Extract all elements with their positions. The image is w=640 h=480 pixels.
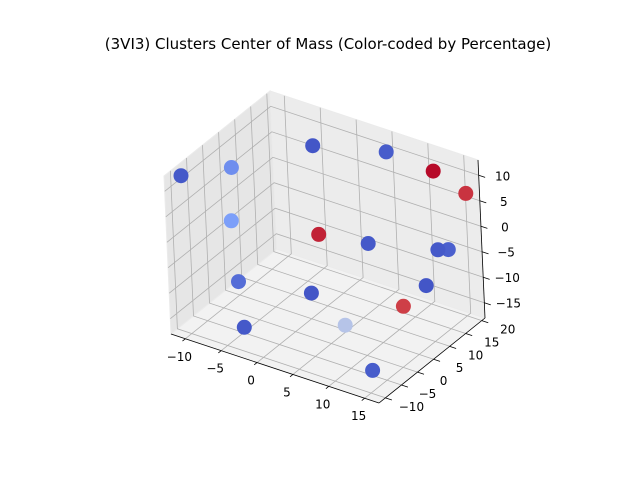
scatter-point xyxy=(378,144,394,160)
x-tick-mark xyxy=(182,338,186,342)
x-tick-label: −10 xyxy=(167,350,192,364)
scatter-point xyxy=(458,185,474,201)
x-axis-line xyxy=(170,333,380,404)
scatter-point xyxy=(430,242,446,258)
x-gridline xyxy=(292,131,400,375)
scatter-point xyxy=(223,160,239,175)
y-tick-label: −10 xyxy=(399,400,424,414)
scatter-point xyxy=(231,274,246,290)
scatter-point xyxy=(418,278,434,294)
z-gridline xyxy=(168,207,484,294)
scatter-point xyxy=(395,298,411,314)
z-gridline xyxy=(167,182,483,269)
z-tick-label: 5 xyxy=(500,195,508,209)
chart-title: (3VI3) Clusters Center of Mass (Color-co… xyxy=(105,35,551,53)
scatter-point xyxy=(365,362,381,378)
x-tick-label: −5 xyxy=(206,362,224,376)
x-tick-label: 5 xyxy=(283,385,291,399)
x-gridline xyxy=(256,119,364,363)
z-tick-label: −15 xyxy=(496,297,521,311)
y-tick-label: 20 xyxy=(500,323,515,337)
y-tick-mark xyxy=(433,358,441,362)
z-tick-label: −5 xyxy=(497,246,515,260)
scatter-point xyxy=(337,317,353,333)
scatter-point xyxy=(303,285,319,301)
x-tick-mark xyxy=(361,397,365,401)
y-tick-label: 5 xyxy=(456,361,464,375)
y-tick-label: 0 xyxy=(440,374,448,388)
x-gridline xyxy=(220,107,328,352)
z-gridline xyxy=(170,233,485,320)
z-tick-mark xyxy=(484,302,491,306)
scatter-point xyxy=(360,236,376,251)
x-tick-label: 15 xyxy=(351,409,366,423)
x-tick-mark xyxy=(289,374,294,378)
y-tick-mark xyxy=(401,384,409,388)
y-gridline xyxy=(202,145,418,373)
y-tick-label: 10 xyxy=(468,348,483,362)
z-tick-mark xyxy=(481,251,489,255)
x-gridline xyxy=(328,143,436,387)
z-tick-label: −10 xyxy=(495,271,520,285)
scatter-point xyxy=(236,319,252,335)
scatter-point xyxy=(223,213,239,229)
z-tick-mark xyxy=(478,174,486,178)
z-tick-mark xyxy=(483,276,490,280)
z-tick-label: 10 xyxy=(495,169,510,183)
y-tick-mark xyxy=(481,320,489,324)
x-tick-mark xyxy=(325,386,330,389)
z-tick-mark xyxy=(480,225,488,229)
z-gridline xyxy=(166,156,482,243)
scatter-point xyxy=(311,226,327,242)
y-tick-label: 15 xyxy=(484,335,499,349)
scatter-point xyxy=(305,138,321,154)
x-tick-mark xyxy=(218,350,222,354)
y-gridline xyxy=(186,157,402,386)
y-gridline xyxy=(170,170,386,399)
x-tick-label: 10 xyxy=(315,397,330,411)
z-tick-mark xyxy=(479,200,487,204)
y-tick-mark xyxy=(449,345,457,349)
scatter-point xyxy=(425,163,441,179)
y-tick-mark xyxy=(465,333,473,336)
z-axis-line xyxy=(477,159,486,319)
y-tick-label: −5 xyxy=(419,387,437,401)
x-tick-label: 0 xyxy=(247,374,255,388)
z-tick-label: 0 xyxy=(501,220,509,234)
z-gridline xyxy=(165,131,480,218)
y-gridline xyxy=(250,106,466,334)
x-gridline xyxy=(185,95,292,340)
y-tick-mark xyxy=(385,397,393,401)
z-gridline xyxy=(164,105,479,192)
x-gridline xyxy=(364,155,472,399)
x-tick-mark xyxy=(253,362,258,366)
scatter-point xyxy=(440,242,456,258)
point-group xyxy=(173,138,474,378)
y-gridline xyxy=(266,93,482,321)
scatter-point xyxy=(173,168,189,184)
axis-group xyxy=(170,159,491,404)
y-tick-mark xyxy=(417,371,425,375)
y-gridline xyxy=(218,132,434,360)
y-axis-line xyxy=(378,317,486,404)
